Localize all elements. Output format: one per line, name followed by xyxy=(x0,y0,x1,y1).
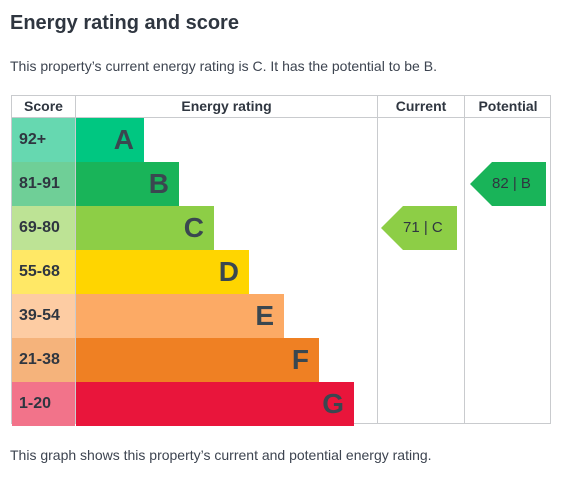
divider xyxy=(464,96,465,423)
band-bar-g: G xyxy=(76,382,354,426)
band-bar-d: D xyxy=(76,250,249,294)
band-letter: B xyxy=(148,168,169,199)
band-score-range: 69-80 xyxy=(12,206,75,250)
band-letter: D xyxy=(218,256,239,287)
energy-rating-chart: Score Energy rating Current Potential 92… xyxy=(11,95,551,426)
energy-rating-column-header: Energy rating xyxy=(181,98,272,114)
page-title: Energy rating and score xyxy=(10,12,239,34)
band-letter: F xyxy=(291,344,309,375)
band-row-g: 1-20 G xyxy=(12,382,377,426)
rating-summary: This property’s current energy rating is… xyxy=(10,58,437,74)
band-letter: A xyxy=(113,124,134,155)
header-divider xyxy=(12,117,550,118)
score-column-header: Score xyxy=(24,98,63,114)
current-column-header: Current xyxy=(395,98,447,114)
band-score-range: 39-54 xyxy=(12,294,75,338)
band-row-f: 21-38 F xyxy=(12,338,377,382)
band-bar-a: A xyxy=(76,118,144,162)
band-score-range: 21-38 xyxy=(12,338,75,382)
potential-rating-arrow: 82 | B xyxy=(470,162,546,206)
band-row-b: 81-91 B xyxy=(12,162,377,206)
divider xyxy=(377,96,378,423)
band-score-range: 92+ xyxy=(12,118,75,162)
band-score-range: 1-20 xyxy=(12,382,75,426)
band-bar-c: C xyxy=(76,206,214,250)
potential-column-header: Potential xyxy=(478,98,538,114)
band-row-c: 69-80 C xyxy=(12,206,377,250)
band-bar-e: E xyxy=(76,294,284,338)
band-row-e: 39-54 E xyxy=(12,294,377,338)
current-rating-label: 71 | C xyxy=(403,219,443,236)
chart-caption: This graph shows this property’s current… xyxy=(10,447,432,463)
band-bar-b: B xyxy=(76,162,179,206)
band-bar-f: F xyxy=(76,338,319,382)
band-letter: E xyxy=(255,300,274,331)
band-row-a: 92+ A xyxy=(12,118,377,162)
divider xyxy=(75,96,76,423)
band-letter: C xyxy=(183,212,204,243)
current-rating-arrow: 71 | C xyxy=(381,206,457,250)
band-score-range: 81-91 xyxy=(12,162,75,206)
potential-rating-label: 82 | B xyxy=(492,175,531,192)
band-score-range: 55-68 xyxy=(12,250,75,294)
band-letter: G xyxy=(322,388,344,419)
band-row-d: 55-68 D xyxy=(12,250,377,294)
